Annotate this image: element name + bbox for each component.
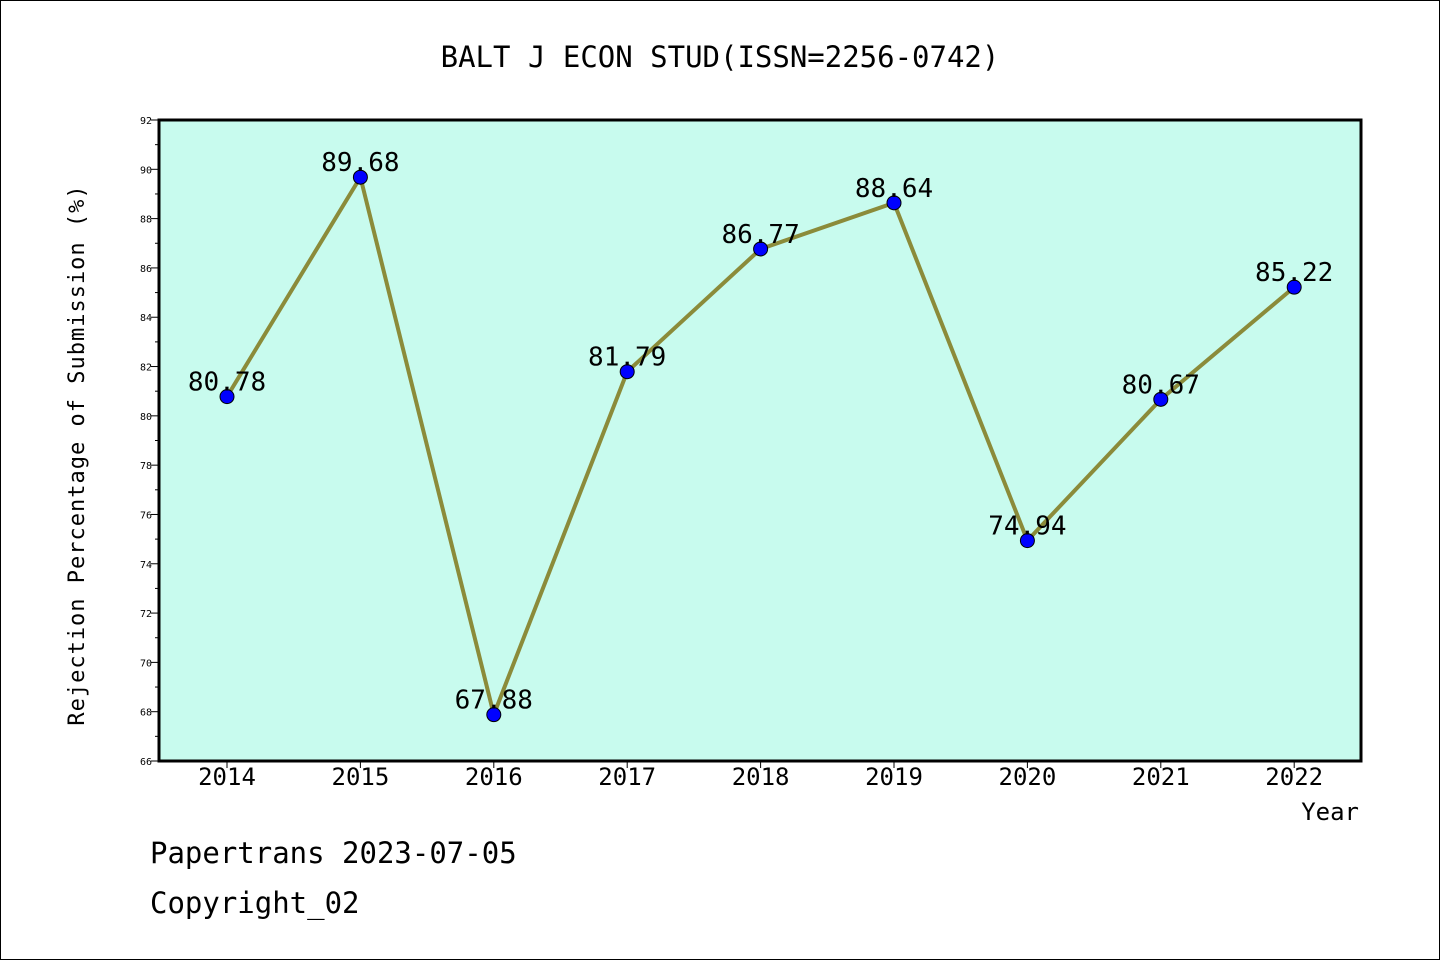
data-label: 88.64 [855, 174, 933, 204]
x-tick-label: 2014 [198, 763, 256, 791]
chart-title: BALT J ECON STUD(ISSN=2256-0742) [441, 40, 1000, 74]
x-tick-label: 2017 [598, 763, 656, 791]
x-tick-label: 2019 [865, 763, 923, 791]
data-point [486, 707, 502, 723]
data-label: 74.94 [988, 512, 1066, 542]
data-label: 81.79 [588, 343, 666, 373]
y-tick-label: 78 [140, 461, 152, 472]
y-tick-label: 84 [140, 313, 152, 324]
x-tick-label: 2018 [732, 763, 790, 791]
y-tick-label: 74 [140, 560, 152, 571]
data-point [753, 241, 769, 257]
y-tick-label: 80 [140, 412, 152, 423]
y-tick-label: 90 [140, 165, 152, 176]
y-tick-label: 72 [140, 609, 152, 620]
y-axis-label: Rejection Percentage of Submission (%) [65, 184, 90, 725]
x-tick-label: 2016 [465, 763, 523, 791]
data-point [219, 389, 235, 405]
x-tick-label: 2021 [1132, 763, 1190, 791]
footer-copyright: Copyright_02 [150, 886, 360, 921]
data-point [886, 195, 902, 211]
y-axis-ticks: 66 68 70 72 74 76 78 80 82 84 86 88 90 92 [140, 116, 159, 768]
data-label: 67.88 [455, 686, 533, 716]
data-point [1153, 391, 1169, 407]
y-tick-label: 70 [140, 658, 152, 669]
y-tick-label: 82 [140, 363, 152, 374]
data-label: 86.77 [721, 220, 799, 250]
data-point [619, 364, 635, 380]
plot-area [157, 118, 1363, 763]
data-label: 85.22 [1255, 258, 1333, 288]
data-label: 80.78 [188, 368, 266, 398]
x-axis-label: Year [1301, 798, 1359, 826]
y-tick-label: 88 [140, 215, 152, 226]
x-tick-label: 2015 [332, 763, 390, 791]
data-label: 80.67 [1122, 370, 1200, 400]
y-tick-label: 76 [140, 510, 152, 521]
y-tick-label: 86 [140, 264, 152, 275]
y-tick-label: 92 [140, 116, 152, 127]
x-tick-label: 2022 [1265, 763, 1323, 791]
x-tick-label: 2020 [999, 763, 1057, 791]
y-tick-label: 66 [140, 757, 152, 768]
data-point [352, 169, 368, 185]
series-group: 80.78 89.68 67.88 81.79 86.77 88.64 74.94 80.67… [188, 148, 1333, 723]
data-point [1019, 533, 1035, 549]
data-point [1286, 279, 1302, 295]
y-tick-label: 68 [140, 708, 152, 719]
data-label: 89.68 [321, 148, 399, 178]
x-axis-ticks: 2014 2015 2016 2017 2018 2019 2020 2021 2022 [198, 761, 1323, 791]
footer-date: Papertrans 2023-07-05 [150, 836, 517, 870]
